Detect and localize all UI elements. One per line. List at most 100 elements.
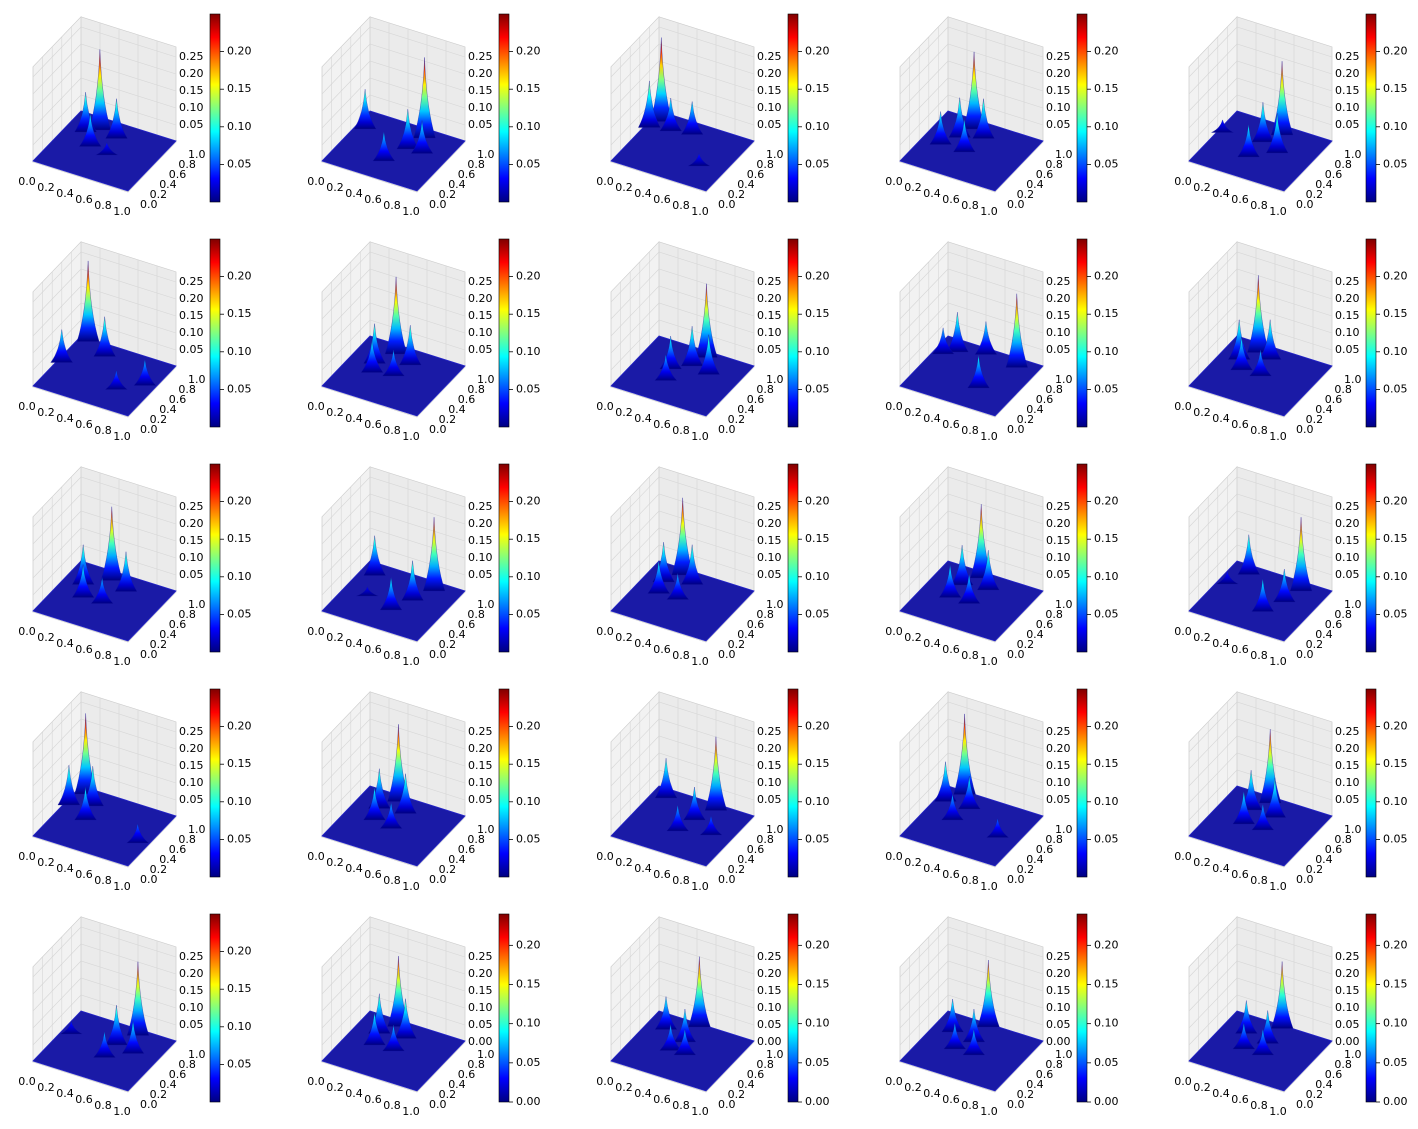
z-tick-label: 0.05	[468, 1018, 493, 1031]
grid-line	[321, 611, 418, 643]
surface-peak	[695, 283, 718, 358]
grid-line	[1188, 493, 1333, 545]
surface-peak	[943, 1022, 967, 1050]
colorbar-tick-label: 0.15	[805, 82, 830, 95]
grid-line	[321, 77, 466, 129]
colorbar-tick-label: 0.20	[227, 270, 252, 283]
surface-peak	[986, 818, 1010, 838]
surface-peak	[699, 815, 723, 836]
surface-peak	[126, 823, 150, 844]
grid-line	[32, 544, 177, 596]
surface-peak	[413, 57, 436, 139]
colorbar-tick-label: 0.05	[227, 832, 252, 845]
grid-line	[127, 816, 177, 868]
colorbar-tick-label: 0.20	[227, 720, 252, 733]
grid-line	[321, 94, 466, 146]
surface-peak	[659, 1024, 682, 1051]
z-tick-label: 0.25	[1046, 950, 1071, 963]
z-tick-label: 0.20	[1046, 967, 1071, 980]
z-tick-label: 0.15	[757, 84, 782, 97]
z-tick-label: 0.25	[757, 950, 782, 963]
surface-peak	[1251, 102, 1275, 143]
grid-line	[32, 735, 177, 787]
z-tick-label: 0.05	[757, 1018, 782, 1031]
grid-line	[1188, 161, 1285, 193]
z-tick-label: 0.20	[468, 742, 493, 755]
x-tick-label: 0.0	[1174, 400, 1192, 413]
x-tick-label: 0.8	[961, 424, 979, 437]
colorbar	[787, 913, 799, 1103]
x-tick-label: 0.8	[1250, 424, 1268, 437]
y-tick-label: 0.4	[159, 853, 177, 866]
grid-line	[1188, 43, 1333, 95]
z-tick-label: 0.25	[179, 500, 204, 513]
grid-line	[1188, 285, 1333, 337]
colorbar-tick-label: 0.05	[1094, 157, 1119, 170]
y-tick-label: 0.4	[159, 628, 177, 641]
y-tick-label: 0.8	[178, 608, 196, 621]
surface-peak	[976, 550, 1000, 591]
z-tick-label: 0.25	[179, 950, 204, 963]
surface-plot: 0.0 0.2 0.4 0.6 0.8 1.00.00.20.40.60.81.00.00…	[1174, 913, 1408, 1118]
y-tick-label: 0.6	[458, 1068, 476, 1081]
x-tick-label: 0.0	[307, 400, 325, 413]
colorbar-tick-label: 0.05	[805, 1056, 830, 1069]
x-tick-label: 0.2	[615, 631, 633, 644]
surface-peak	[1249, 349, 1272, 377]
y-tick-label: 0.4	[1026, 628, 1044, 641]
grid-line	[610, 769, 755, 821]
grid-line	[1188, 960, 1333, 1012]
y-tick-label: 0.6	[747, 1068, 765, 1081]
y-tick-label: 0.4	[1315, 628, 1333, 641]
z-tick-label: 0.25	[468, 50, 493, 63]
grid-line	[32, 268, 177, 320]
surface-peak	[1289, 517, 1313, 592]
surface-peak	[57, 765, 81, 806]
colorbar	[1076, 463, 1088, 653]
surface-peak	[100, 506, 124, 581]
surface-peak	[946, 312, 969, 353]
grid-line	[705, 816, 755, 868]
y-tick-label: 0.4	[159, 1078, 177, 1091]
grid-line	[1283, 1041, 1333, 1093]
surface-peak	[687, 153, 711, 167]
grid-line	[32, 926, 177, 978]
surface-plot: 0.0 0.2 0.4 0.6 0.8 1.00.00.20.40.60.81.00.00…	[307, 913, 541, 1118]
grid-line	[899, 836, 996, 868]
y-tick-label: 0.8	[1045, 383, 1063, 396]
surface-peak	[666, 573, 690, 600]
z-tick-label: 0.10	[468, 101, 493, 114]
grid-line	[610, 701, 755, 753]
z-tick-label: 0.05	[1046, 343, 1071, 356]
surface-plot: 0.0 0.2 0.4 0.6 0.8 1.00.00.20.40.60.81.00.05…	[18, 913, 252, 1118]
surface-peak	[95, 142, 118, 156]
grid-line	[1188, 251, 1333, 303]
z-tick-label: 0.10	[757, 776, 782, 789]
grid-line	[899, 43, 1044, 95]
z-tick-label: 0.15	[179, 534, 204, 547]
surface-peak	[683, 786, 706, 821]
surface-peak	[974, 321, 998, 355]
x-tick-label: 0.6	[942, 868, 960, 881]
colorbar-tick-label: 0.05	[805, 157, 830, 170]
surface-peak	[363, 1011, 386, 1046]
x-tick-label: 0.6	[942, 193, 960, 206]
grid-line	[899, 60, 1044, 112]
y-tick-label: 0.0	[1007, 423, 1025, 436]
y-tick-label: 0.2	[150, 638, 168, 651]
grid-line	[32, 60, 177, 112]
colorbar-tick-label: 0.15	[1383, 82, 1408, 95]
x-tick-label: 0.8	[1250, 874, 1268, 887]
z-tick-label: 0.25	[179, 275, 204, 288]
z-tick-label: 0.15	[1046, 534, 1071, 547]
colorbar	[1365, 238, 1377, 428]
x-tick-label: 0.6	[364, 193, 382, 206]
y-tick-label: 0.6	[169, 618, 187, 631]
grid-line	[610, 386, 707, 418]
x-tick-label: 0.4	[345, 412, 363, 425]
y-tick-label: 1.0	[188, 148, 206, 161]
grid-line	[899, 769, 1044, 821]
x-tick-label: 0.0	[18, 400, 36, 413]
colorbar-tick-label: 0.15	[516, 757, 541, 770]
y-tick-label: 0.6	[747, 393, 765, 406]
